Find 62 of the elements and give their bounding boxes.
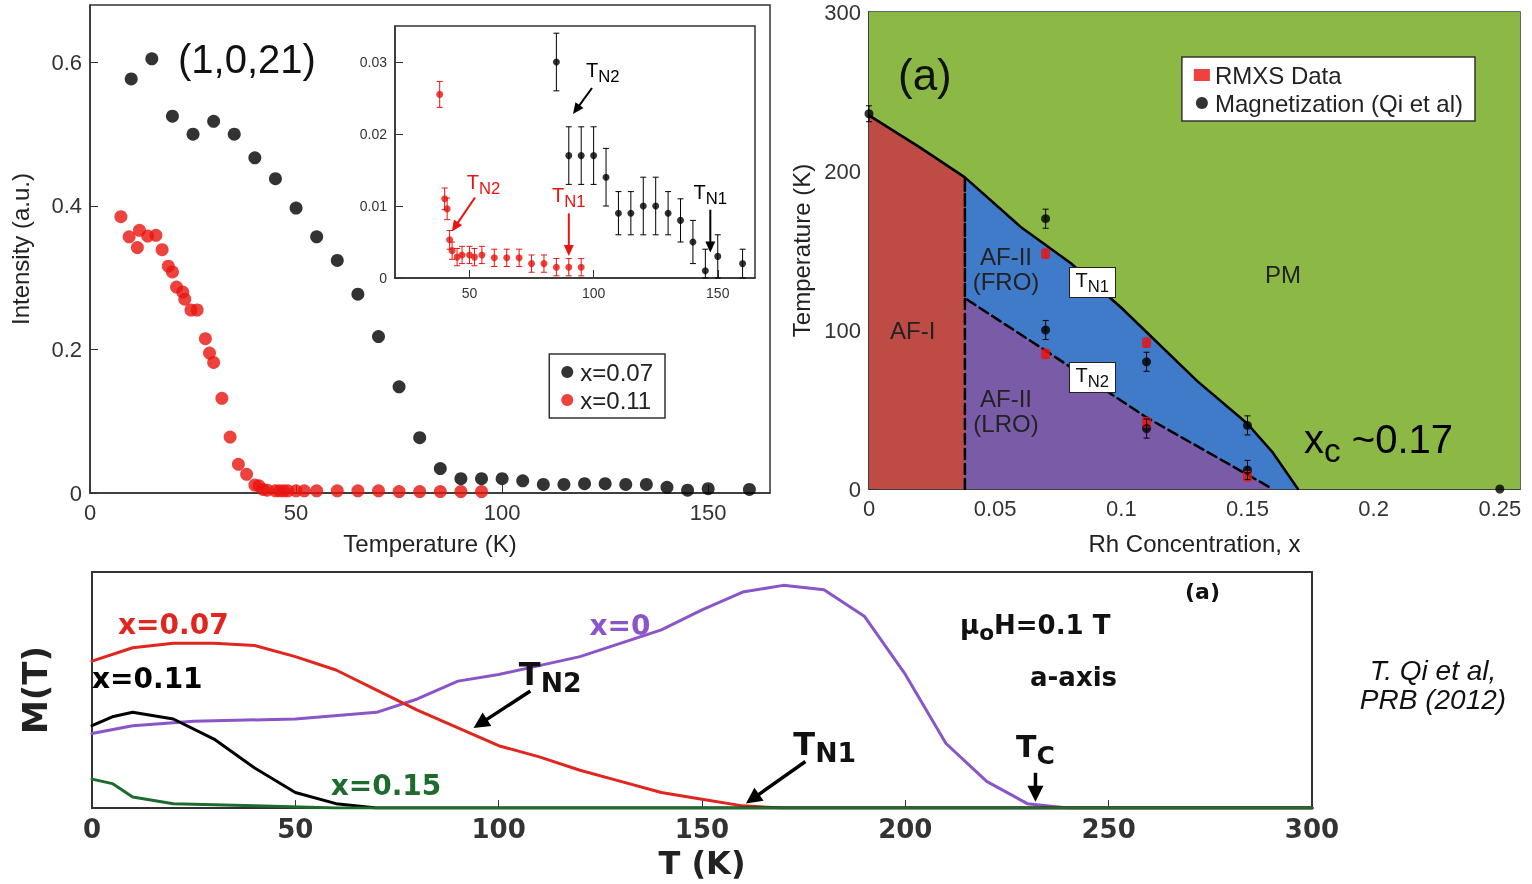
x-tick-label: 250 [1081,814,1136,845]
y-axis-title: Intensity (a.u.) [6,172,34,326]
y-tick-label: 0.02 [359,126,388,142]
y-tick-label: 0.03 [359,54,388,70]
y-tick-label: 0 [848,476,861,502]
y-tick-label: 0.2 [51,336,82,362]
x-tick-label: 0.1 [1106,495,1137,521]
annotation: AF-I [890,317,936,344]
annotation: T$_{C}$ [1016,728,1055,770]
annotation: PM [1265,261,1301,288]
annotation: T$_{N2}$ [518,655,582,699]
annotation: T$_{N2}$ [466,171,501,199]
series-label: x=0.07 [118,607,229,641]
annotation: T$_{N1}$ [793,725,856,769]
y-tick-label: 0.01 [359,198,388,214]
y-tick-label: 0 [379,270,388,286]
y-tick-label: 200 [824,158,861,184]
legend-label: RMXS Data [1214,61,1343,89]
text: T. Qi et al, PRB (2012) [1358,655,1508,716]
x-axis-title: Rh Concentration, x [1088,529,1301,557]
x-axis-title: Temperature (K) [343,529,517,557]
x-tick-label: 150 [706,285,730,301]
annotation: μ$_{o}$H=0.1 T [960,610,1111,646]
y-tick-label: 300 [824,0,861,25]
annotation: a-axis [1030,662,1118,692]
x-tick-label: 50 [461,285,478,301]
annotation: T$_{N2}$ [1068,361,1117,394]
y-tick-label: 0.6 [51,49,82,75]
x-tick-label: 150 [674,814,730,845]
series-label: x=0 [589,609,651,643]
x-tick-label: 0 [82,814,102,845]
annotation: x$_{c}$ ~0.17 [1304,417,1453,469]
x-tick-label: 100 [471,814,526,845]
annotation: AF-II (FRO) [971,243,1041,296]
x-tick-label: 0.15 [1226,495,1269,521]
x-tick-label: 150 [689,499,727,525]
annotation: (a) [1185,579,1220,604]
y-tick-label: 100 [824,317,861,343]
x-tick-label: 50 [277,814,314,845]
x-axis-title: T (K) [658,844,746,882]
annotation: T$_{N1}$ [1068,266,1117,299]
x-tick-label: 100 [581,285,606,301]
series-label: x=0.15 [330,768,442,802]
annotation: T$_{N1}$ [552,184,586,212]
x-tick-label: 100 [483,499,521,525]
annotation: AF-II (LRO) [972,385,1040,438]
legend-label: Magnetization (Qi et al) [1214,89,1463,117]
legend-label: x=0.07 [580,358,654,386]
x-tick-label: 300 [1284,814,1340,845]
x-tick-label: 0.05 [973,495,1017,521]
x-tick-label: 50 [283,499,309,525]
legend-label: x=0.11 [580,386,652,414]
y-axis-title: Temperature (K) [787,163,815,338]
annotation: T$_{N1}$ [693,180,728,208]
x-tick-label: 200 [878,814,933,845]
annotation: (a) [898,50,952,99]
x-tick-label: 0.2 [1358,495,1389,521]
annotation: (1,0,21) [178,37,316,81]
x-tick-label: 0.25 [1478,495,1522,521]
y-axis-title: M(T) [15,646,55,735]
y-tick-label: 0.4 [51,193,82,219]
annotation: T$_{N2}$ [586,59,620,86]
